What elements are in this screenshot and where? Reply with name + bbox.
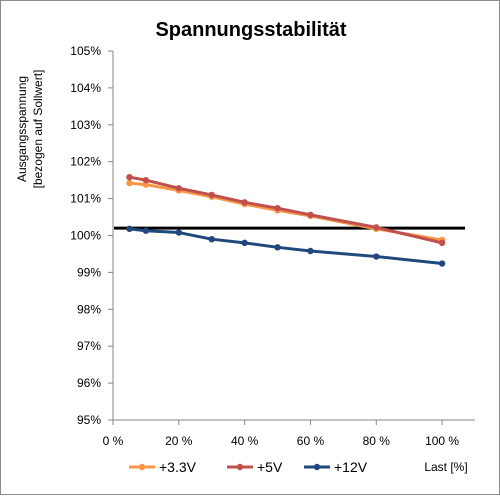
series-group	[126, 173, 446, 267]
data-point-5v	[373, 224, 380, 231]
data-point-12v	[241, 239, 248, 247]
data-point-12v	[142, 227, 150, 234]
legend-label-5v: +5V	[257, 459, 283, 475]
x-tick-label: 80 %	[363, 434, 391, 448]
x-tick-label: 20 %	[165, 434, 193, 448]
x-tick-label: 0 %	[103, 434, 124, 448]
data-point-12v	[274, 244, 281, 251]
y-tick-label: 101%	[70, 192, 101, 206]
x-tick-label: 100 %	[425, 434, 459, 448]
data-point-12v	[307, 247, 314, 255]
data-point-33v	[126, 179, 133, 187]
data-point-12v	[373, 253, 380, 260]
legend-marker-12v	[313, 463, 321, 471]
legend-label-33v: +3.3V	[159, 459, 197, 475]
data-point-5v	[208, 191, 215, 199]
data-point-5v	[307, 211, 314, 219]
y-tick-label: 97%	[77, 339, 101, 353]
data-point-12v	[208, 235, 215, 243]
y-tick-label: 105%	[70, 44, 101, 58]
data-point-5v	[438, 239, 446, 247]
data-point-5v	[274, 204, 281, 212]
chart-title: Spannungsstabilität	[155, 19, 346, 41]
y-tick-label: 96%	[77, 376, 101, 390]
y-tick-label: 100%	[70, 229, 101, 243]
y-tick-label: 102%	[70, 155, 101, 169]
legend-marker-5v	[236, 463, 244, 471]
y-tick-label: 95%	[77, 413, 101, 427]
x-tick-label: 60 %	[297, 434, 325, 448]
data-point-12v	[438, 260, 446, 267]
legend-label-12v: +12V	[334, 459, 368, 475]
data-point-12v	[175, 229, 183, 236]
y-axis-title: Ausgangsspannung [bezogen auf Sollwert]	[15, 70, 45, 189]
data-point-33v	[142, 181, 150, 188]
data-point-5v	[126, 173, 133, 181]
data-point-5v	[142, 176, 150, 184]
y-axis-title-line1: Ausgangsspannung	[15, 76, 29, 182]
data-point-5v	[175, 185, 183, 192]
y-tick-label: 98%	[77, 302, 101, 316]
y-tick-label: 104%	[70, 81, 101, 95]
y-tick-label: 99%	[77, 265, 101, 279]
data-point-12v	[126, 225, 133, 233]
y-tick-label: 103%	[70, 118, 101, 132]
axes: 95% 96% 97% 98% 99% 100% 101% 102% 103% 104% 105% 0…	[70, 44, 475, 448]
x-tick-label: 40 %	[231, 434, 259, 448]
legend-marker-33v	[138, 463, 146, 471]
legend: +3.3V +5V +12V	[129, 459, 368, 475]
y-axis-title-line2: [bezogen auf Sollwert]	[31, 70, 45, 189]
data-point-5v	[241, 199, 248, 206]
x-axis-title: Last [%]	[424, 460, 467, 474]
